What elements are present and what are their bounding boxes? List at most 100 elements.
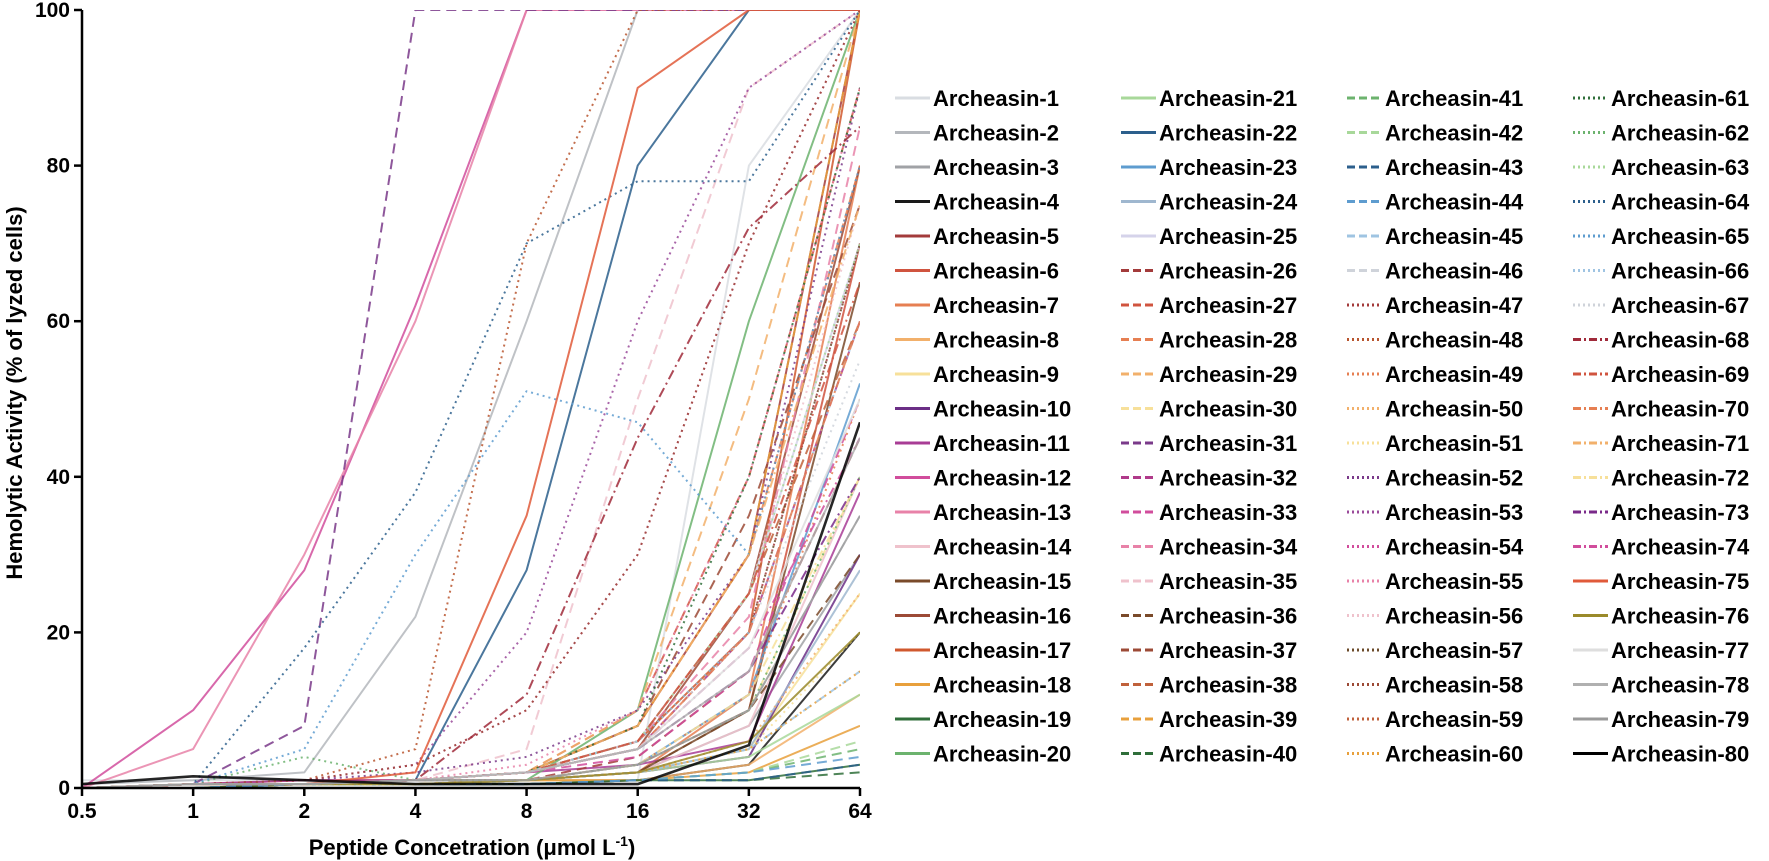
series-line-49	[82, 398, 860, 788]
legend-label-27: Archeasin-27	[1159, 293, 1297, 318]
series-line-3	[82, 554, 860, 788]
series-line-38	[82, 320, 860, 788]
series-layer	[82, 10, 860, 788]
series-line-37	[82, 204, 860, 788]
x-tick-label: 8	[521, 800, 533, 823]
legend-label-57: Archeasin-57	[1385, 638, 1523, 663]
series-line-48	[82, 10, 860, 788]
x-axis-label-superscript: -1	[616, 833, 629, 849]
series-line-56	[82, 204, 860, 788]
legend-label-18: Archeasin-18	[933, 673, 1071, 698]
y-tick-label: 60	[47, 310, 70, 333]
legend-label-44: Archeasin-44	[1385, 190, 1524, 215]
legend-label-50: Archeasin-50	[1385, 397, 1523, 422]
legend-label-24: Archeasin-24	[1159, 190, 1298, 215]
legend-label-72: Archeasin-72	[1611, 466, 1749, 491]
series-line-2	[82, 10, 860, 786]
legend-label-40: Archeasin-40	[1159, 742, 1297, 767]
legend-label-5: Archeasin-5	[933, 224, 1059, 249]
series-line-28	[82, 165, 860, 788]
x-tick-label: 2	[298, 800, 310, 823]
series-line-39	[82, 10, 860, 788]
legend-label-13: Archeasin-13	[933, 500, 1071, 525]
legend-label-37: Archeasin-37	[1159, 638, 1297, 663]
series-line-17	[82, 10, 860, 788]
legend-label-15: Archeasin-15	[933, 569, 1071, 594]
x-tick-label: 0.5	[67, 800, 97, 823]
axes-layer: 0 20 40 60 80 100 0.5 1 2 4 8 16 32 64	[35, 0, 872, 823]
series-line-16	[82, 165, 860, 788]
series-line-5	[82, 10, 860, 788]
legend-label-34: Archeasin-34	[1159, 535, 1298, 560]
legend-label-2: Archeasin-2	[933, 121, 1059, 146]
legend-label-49: Archeasin-49	[1385, 362, 1523, 387]
legend-label-78: Archeasin-78	[1611, 673, 1749, 698]
legend-label-60: Archeasin-60	[1385, 742, 1523, 767]
x-axis-label-suffix: )	[628, 835, 635, 860]
legend-label-12: Archeasin-12	[933, 466, 1071, 491]
series-line-1	[82, 10, 860, 782]
series-line-62	[82, 476, 860, 788]
legend-label-70: Archeasin-70	[1611, 397, 1749, 422]
legend-label-74: Archeasin-74	[1611, 535, 1750, 560]
series-line-77	[82, 398, 860, 788]
series-line-30	[82, 476, 860, 788]
legend-label-46: Archeasin-46	[1385, 259, 1523, 284]
series-line-33	[82, 398, 860, 788]
legend-label-61: Archeasin-61	[1611, 86, 1749, 111]
series-line-54	[82, 10, 860, 788]
legend-label-48: Archeasin-48	[1385, 328, 1523, 353]
legend-label-17: Archeasin-17	[933, 638, 1071, 663]
series-line-65	[82, 165, 860, 788]
series-line-45	[82, 670, 860, 788]
series-line-6	[82, 243, 860, 788]
legend-label-47: Archeasin-47	[1385, 293, 1523, 318]
legend-label-7: Archeasin-7	[933, 293, 1059, 318]
legend-label-8: Archeasin-8	[933, 328, 1059, 353]
legend-label-76: Archeasin-76	[1611, 604, 1749, 629]
series-line-32	[82, 320, 860, 788]
legend-label-55: Archeasin-55	[1385, 569, 1523, 594]
series-line-13	[82, 10, 860, 788]
legend-label-22: Archeasin-22	[1159, 121, 1297, 146]
legend-label-53: Archeasin-53	[1385, 500, 1523, 525]
series-line-67	[82, 359, 860, 788]
legend-label-30: Archeasin-30	[1159, 397, 1297, 422]
y-tick-label: 0	[58, 777, 70, 800]
series-line-12	[82, 10, 860, 788]
legend-label-67: Archeasin-67	[1611, 293, 1749, 318]
legend-label-11: Archeasin-11	[933, 431, 1070, 456]
series-line-47	[82, 243, 860, 788]
series-line-50	[82, 592, 860, 788]
x-tick-label: 16	[626, 800, 649, 823]
legend-label-14: Archeasin-14	[933, 535, 1072, 560]
legend-label-65: Archeasin-65	[1611, 224, 1749, 249]
legend-label-6: Archeasin-6	[933, 259, 1059, 284]
legend-label-64: Archeasin-64	[1611, 190, 1750, 215]
series-line-10	[82, 554, 860, 788]
legend-label-1: Archeasin-1	[933, 86, 1059, 111]
legend-label-71: Archeasin-71	[1611, 431, 1749, 456]
legend-label-73: Archeasin-73	[1611, 500, 1749, 525]
legend-label-51: Archeasin-51	[1385, 431, 1523, 456]
legend-label-19: Archeasin-19	[933, 707, 1071, 732]
series-line-7	[82, 165, 860, 788]
series-line-73	[82, 476, 860, 788]
series-line-35	[82, 10, 860, 788]
series-line-36	[82, 554, 860, 788]
legend-label-56: Archeasin-56	[1385, 604, 1523, 629]
legend-label-80: Archeasin-80	[1611, 742, 1749, 767]
series-line-70	[82, 320, 860, 788]
legend-label-10: Archeasin-10	[933, 397, 1071, 422]
legend-label-75: Archeasin-75	[1611, 569, 1749, 594]
legend-label-52: Archeasin-52	[1385, 466, 1523, 491]
legend-label-38: Archeasin-38	[1159, 673, 1297, 698]
legend-label-31: Archeasin-31	[1159, 431, 1297, 456]
legend-label-62: Archeasin-62	[1611, 121, 1749, 146]
series-line-31	[82, 10, 860, 788]
series-line-80	[82, 421, 860, 786]
legend-label-3: Archeasin-3	[933, 155, 1059, 180]
series-line-34	[82, 126, 860, 788]
x-tick-label: 1	[187, 800, 199, 823]
